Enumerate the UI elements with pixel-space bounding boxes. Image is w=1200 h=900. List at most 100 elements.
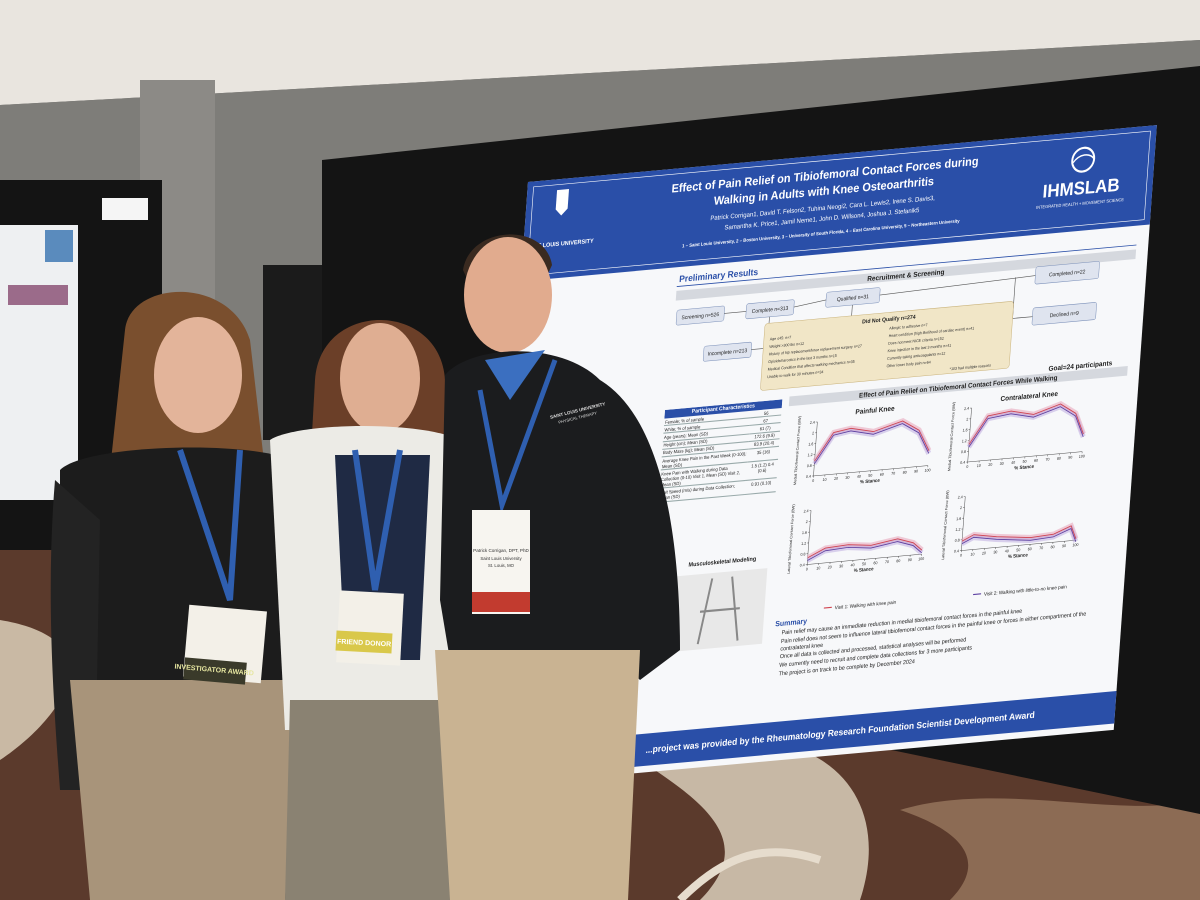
contact-force-panels: Painful Knee Medial Tibiofemoral Contact …: [787, 391, 1086, 611]
y-tick-label: 2: [806, 520, 808, 524]
x-tick-label: 80: [896, 559, 900, 564]
funding-bar: [624, 691, 1117, 768]
lanyard: [352, 449, 403, 591]
x-axis-title: % Stance: [860, 478, 881, 485]
x-tick-label: 20: [982, 551, 986, 556]
subheading-bar: [675, 249, 1137, 301]
y-tick-label: 0.4: [806, 474, 811, 479]
ribbon: [183, 657, 247, 685]
lanyard: [177, 449, 243, 601]
x-tick-label: 90: [914, 469, 918, 474]
badge-name: Patrick Corrigan, DPT, PhD: [473, 548, 529, 553]
y-tick-label: 2: [966, 417, 968, 421]
person-right: Patrick Corrigan, DPT, PhD Saint Louis U…: [435, 234, 680, 900]
y-tick-label: 1.6: [808, 442, 813, 447]
sign: [102, 198, 148, 220]
y-tick-label: 2.4: [810, 420, 815, 425]
legend-label: Visit 1: Walking with knee pain: [834, 599, 896, 611]
flow-label: Incomplete n=213: [707, 348, 747, 358]
y-tick-label: 0.8: [961, 450, 966, 455]
x-tick-label: 20: [828, 565, 832, 570]
y-tick-label: 0.8: [807, 464, 812, 469]
axis: [813, 421, 818, 476]
y-axis-title: Lateral Tibiofemoral Contact Force (BW): [941, 489, 950, 560]
curve-visit1: [961, 525, 1077, 542]
flow-arrow: [1012, 316, 1033, 319]
x-tick-label: 80: [903, 470, 907, 475]
x-tick-label: 80: [1050, 545, 1054, 550]
legend-swatch: [823, 606, 832, 609]
x-tick-label: 0: [966, 465, 968, 469]
not-qualify-reason: Weight >300 lbs n=12: [769, 342, 804, 349]
x-tick-label: 100: [924, 468, 930, 473]
x-tick-label: 40: [1011, 460, 1015, 465]
not-qualify-reason: Currently taking anticoagulants n=12: [887, 351, 946, 360]
x-tick-label: 10: [816, 566, 820, 571]
ribbon: [472, 592, 530, 612]
x-tick-label: 20: [988, 463, 992, 468]
x-tick-label: 40: [857, 474, 861, 479]
face: [340, 323, 420, 433]
x-tick-label: 100: [1072, 543, 1078, 548]
header-frame: [526, 130, 1151, 276]
curve-visit1: [814, 420, 930, 462]
y-tick-label: 1.6: [962, 428, 967, 433]
flow-arrow: [879, 275, 1036, 296]
x-tick-label: 0: [812, 479, 814, 483]
legend-swatch: [973, 593, 982, 596]
badge-ribbon-text: FRIEND DONOR: [337, 639, 391, 649]
table-wrap: Participant Characteristics Female; % of …: [658, 399, 783, 502]
lab-logo: [1072, 154, 1095, 164]
badge-city: St. Louis, MO: [488, 563, 515, 568]
carpet-pattern: [677, 848, 822, 900]
x-tick-label: 70: [885, 560, 889, 565]
x-tick-label: 60: [873, 561, 877, 566]
x-tick-label: 80: [1057, 456, 1061, 461]
flow-label: Completed n=22: [1049, 269, 1086, 279]
x-tick-label: 0: [806, 567, 808, 571]
y-tick-label: 0.4: [800, 563, 805, 568]
x-tick-label: 70: [1045, 457, 1049, 462]
carpet-pattern: [900, 798, 1200, 900]
x-axis-title: % Stance: [1008, 552, 1029, 559]
badge-org: Saint Louis University: [480, 556, 522, 561]
x-tick-label: 10: [970, 552, 974, 557]
left-poster: [0, 225, 78, 500]
poster-header: [520, 125, 1157, 282]
badge: [336, 590, 404, 666]
x-tick-label: 30: [1000, 462, 1004, 467]
x-tick-label: 100: [1079, 454, 1085, 459]
axis: [967, 407, 972, 463]
x-tick-label: 0: [960, 553, 962, 557]
trousers: [70, 680, 300, 900]
y-tick-label: 2: [812, 431, 814, 435]
y-tick-label: 0.8: [800, 552, 805, 557]
x-tick-label: 60: [1028, 547, 1032, 552]
x-tick-label: 30: [993, 550, 997, 555]
university-crest: [555, 189, 570, 216]
not-qualify-reason: Unable to walk for 30 minutes n=34: [767, 370, 824, 379]
characteristics-table: Participant Characteristics Female; % of …: [658, 399, 783, 502]
collar: [485, 350, 545, 400]
not-qualify-reason: Other lower body pain n=64: [886, 360, 930, 368]
flow-label: Complete n=313: [751, 306, 788, 316]
not-qualify-title: Did Not Qualify n=274: [862, 314, 916, 325]
curve-visit2: [814, 423, 930, 465]
y-tick-label: 1.2: [801, 541, 806, 546]
x-tick-label: 50: [1022, 459, 1026, 464]
x-tick-label: 40: [1005, 549, 1009, 554]
panel-title: Painful Knee: [855, 405, 895, 416]
y-tick-label: 1.2: [807, 453, 812, 458]
x-tick-label: 100: [918, 557, 924, 562]
person-middle: FRIEND DONOR: [270, 320, 470, 900]
rule: [676, 244, 1137, 288]
x-tick-label: 60: [880, 472, 884, 477]
curve-visit2: [968, 406, 1084, 448]
y-tick-label: 1.2: [962, 439, 967, 444]
flow-label: Screening n=526: [681, 312, 719, 322]
x-tick-label: 30: [845, 475, 849, 480]
x-tick-label: 90: [908, 558, 912, 563]
x-tick-label: 30: [839, 564, 843, 569]
